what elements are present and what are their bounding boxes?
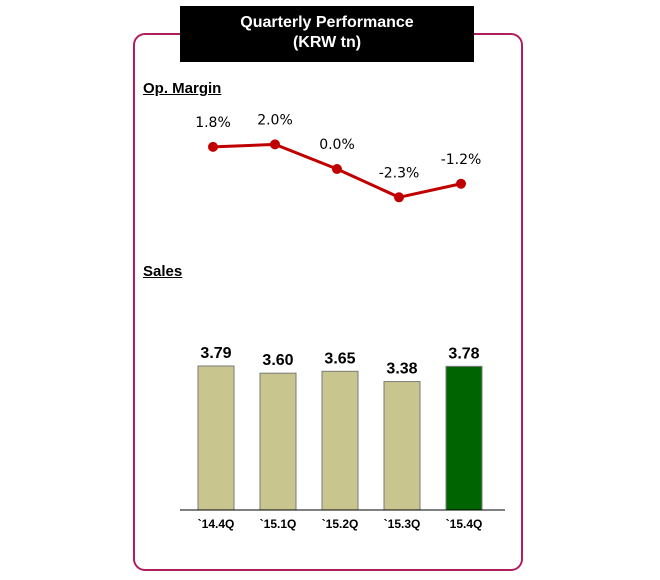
x-tick-label-3: `15.3Q — [384, 517, 421, 531]
sales-data-label-2: 3.65 — [324, 350, 355, 367]
sales-bar-2 — [321, 370, 359, 511]
sales-bar-1 — [259, 372, 297, 511]
margin-point-2 — [332, 164, 342, 174]
margin-data-label-0: 1.8% — [195, 115, 231, 131]
margin-point-0 — [208, 141, 218, 152]
chart-subtitle: (KRW tn) — [292, 34, 362, 51]
sales-bar-0 — [197, 365, 235, 511]
op-margin-label: Op. Margin — [143, 80, 222, 97]
sales-label: Sales — [143, 263, 183, 280]
x-tick-label-0: `14.4Q — [198, 517, 235, 531]
sales-data-label-4: 3.78 — [448, 345, 479, 362]
margin-point-3 — [394, 192, 404, 203]
x-tick-label-2: `15.2Q — [322, 517, 359, 531]
margin-data-label-4: -1.2% — [441, 152, 482, 168]
x-tick-label-1: `15.1Q — [260, 517, 297, 531]
x-tick-label-4: `15.4Q — [446, 517, 483, 531]
margin-point-1 — [270, 139, 280, 150]
margin-data-label-1: 2.0% — [257, 112, 293, 128]
title-banner: Quarterly Performance (KRW tn) — [180, 6, 474, 62]
sales-data-label-3: 3.38 — [386, 361, 417, 378]
sales-bar-4 — [445, 365, 483, 511]
sales-data-label-1: 3.60 — [262, 352, 293, 369]
margin-data-label-3: -2.3% — [379, 165, 420, 181]
chart-title: Quarterly Performance — [240, 14, 414, 31]
sales-bar-3 — [383, 381, 421, 511]
margin-point-4 — [456, 178, 466, 189]
margin-data-label-2: 0.0% — [319, 137, 355, 153]
sales-data-label-0: 3.79 — [200, 345, 231, 362]
